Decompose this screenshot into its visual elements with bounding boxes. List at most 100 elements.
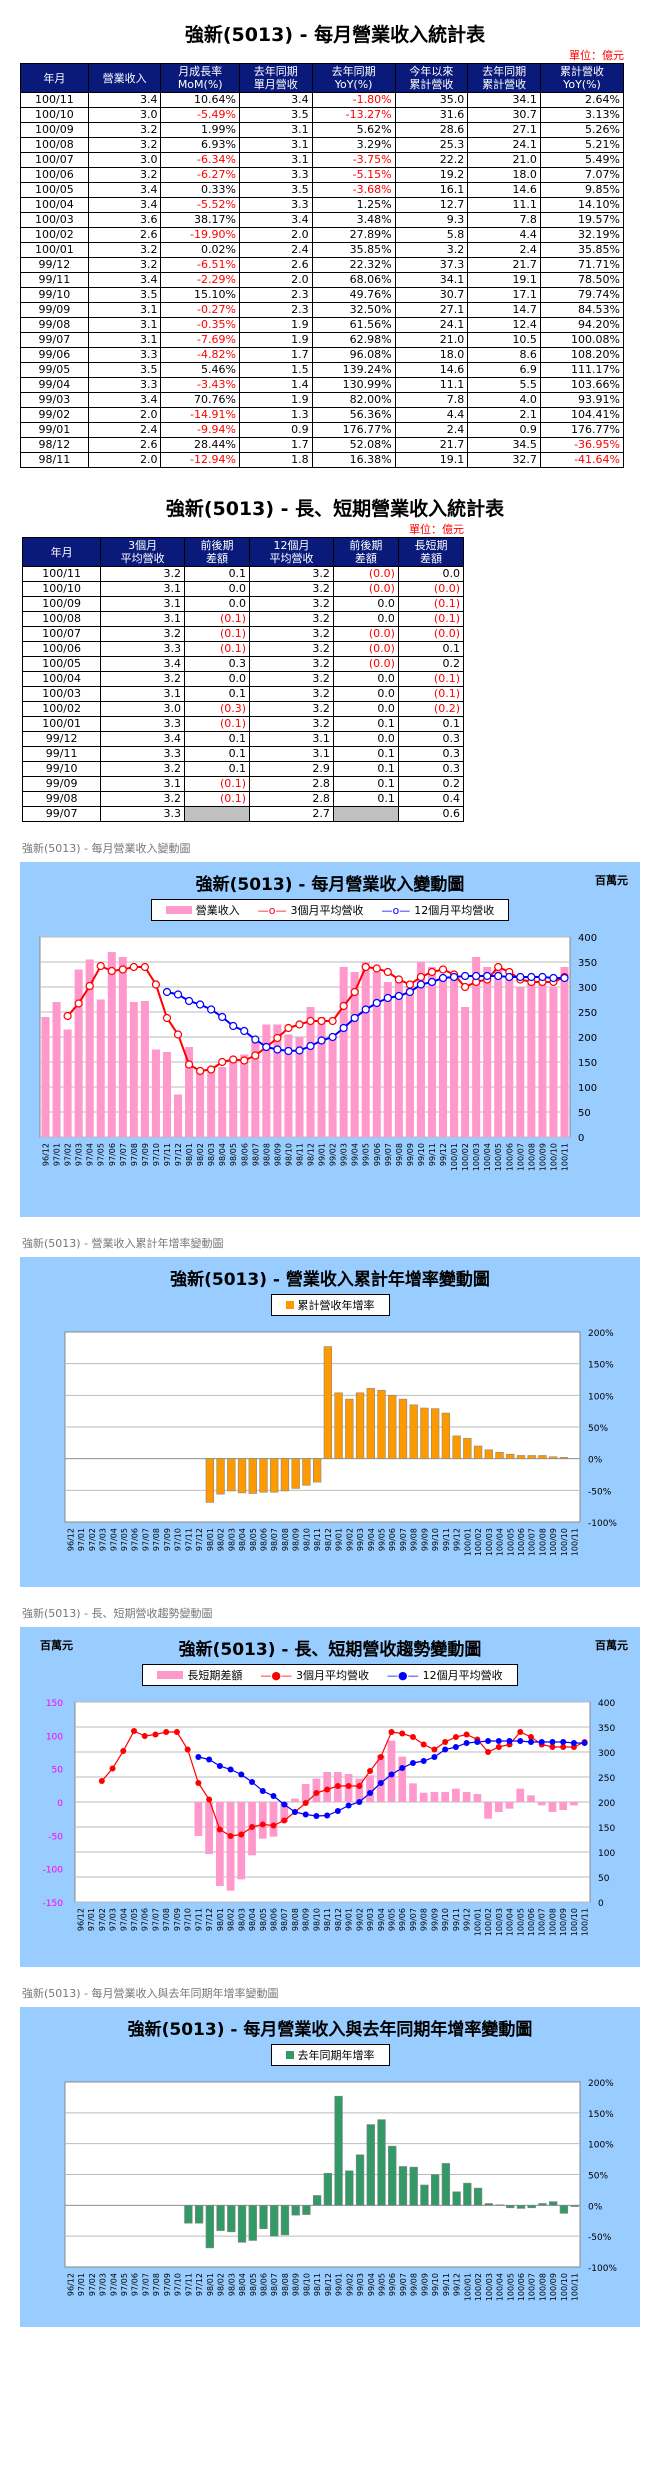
table-cell: 21.7	[394, 437, 469, 453]
svg-text:100%: 100%	[588, 2141, 614, 2151]
svg-text:250: 250	[598, 1774, 615, 1784]
table-cell: -3.75%	[311, 152, 396, 168]
table-cell: 0.0	[332, 671, 399, 687]
table-cell: 100/08	[20, 137, 89, 153]
table-cell: 99/12	[21, 731, 102, 747]
table-cell: 1.99%	[160, 122, 240, 138]
table-cell: 3.2	[100, 626, 186, 642]
table-cell: 99/04	[20, 377, 89, 393]
table-cell: 3.0	[100, 701, 186, 717]
chart3-legend: 長短期差額 —●— 3個月平均營收 —●— 12個月平均營收	[142, 1664, 518, 1686]
table-cell: 100/03	[20, 212, 89, 228]
svg-text:97/10: 97/10	[184, 1908, 193, 1931]
svg-text:99/01: 99/01	[335, 1528, 344, 1551]
table-row: 100/04 3.4 -5.52% 3.3 1.25% 12.7 11.1 14.10%	[20, 197, 625, 213]
table-cell: 3.3	[87, 347, 162, 363]
table-row: 99/08 3.2 (0.1) 2.8 0.1 0.4	[21, 791, 465, 807]
svg-text:98/12: 98/12	[334, 1908, 343, 1931]
red-line-marker-icon: —o—	[257, 903, 287, 917]
table-cell: 32.19%	[539, 227, 625, 243]
svg-text:100/04: 100/04	[506, 1908, 515, 1936]
table-cell: 2.9	[249, 761, 334, 777]
table-cell: 9.85%	[539, 182, 625, 198]
table-cell: 3.1	[87, 332, 162, 348]
table-cell: 5.62%	[311, 122, 396, 138]
table-cell: (0.0)	[397, 626, 465, 642]
table-cell: 16.38%	[311, 452, 396, 468]
svg-text:300: 300	[578, 983, 597, 994]
table-cell: (0.0)	[332, 656, 399, 672]
table-cell: 0.1	[184, 566, 251, 582]
svg-text:100/01: 100/01	[463, 1528, 472, 1556]
table-cell: 100/11	[21, 566, 102, 582]
table-cell: 0.0	[184, 581, 251, 597]
table-row: 100/02 2.6 -19.90% 2.0 27.89% 5.8 4.4 32.19%	[20, 227, 625, 243]
table-cell: 2.7	[249, 806, 334, 822]
table-cell: 32.50%	[311, 302, 396, 318]
table-cell: 0.4	[397, 791, 465, 807]
table-cell: 78.50%	[539, 272, 625, 288]
svg-text:97/06: 97/06	[131, 1528, 140, 1551]
svg-text:99/08: 99/08	[410, 2273, 419, 2296]
svg-text:98/12: 98/12	[324, 1528, 333, 1551]
table-cell: 139.24%	[311, 362, 396, 378]
table-cell: 10.5	[467, 332, 541, 348]
svg-text:97/06: 97/06	[141, 1908, 150, 1931]
svg-text:99/05: 99/05	[378, 2273, 387, 2296]
table-cell: 70.76%	[160, 392, 240, 408]
table-cell: (0.0)	[332, 566, 399, 582]
table-cell: 100/01	[20, 242, 89, 258]
table-cell: 3.13%	[539, 107, 625, 123]
svg-text:200: 200	[578, 1033, 597, 1044]
svg-text:100/03: 100/03	[495, 1908, 504, 1936]
bar-swatch-icon	[157, 1671, 184, 1679]
column-header: 12個月 平均營收	[249, 537, 334, 567]
svg-text:99/04: 99/04	[351, 1143, 360, 1166]
svg-text:97/01: 97/01	[77, 2273, 86, 2296]
table-cell: 3.29%	[311, 137, 396, 153]
svg-text:97/01: 97/01	[53, 1143, 62, 1166]
table-cell: 100/02	[21, 701, 102, 717]
table-cell: 3.2	[249, 656, 334, 672]
table-cell: (0.0)	[332, 626, 399, 642]
svg-text:99/01: 99/01	[335, 2273, 344, 2296]
long-short-trend-chart: 百萬元 百萬元 強新(5013) - 長、短期營收趨勢變動圖 長短期差額 —●—…	[20, 1627, 640, 1967]
column-header: 去年同期 YoY(%)	[311, 63, 396, 93]
table-cell: 1.7	[238, 437, 313, 453]
table-cell: 3.4	[87, 182, 162, 198]
table-row: 99/10 3.5 15.10% 2.3 49.76% 30.7 17.1 79.74%	[20, 287, 625, 303]
chart1-legend: 營業收入 —o— 3個月平均營收 —o— 12個月平均營收	[150, 899, 510, 921]
svg-text:99/11: 99/11	[428, 1143, 437, 1166]
svg-text:97/09: 97/09	[163, 1528, 172, 1551]
table-cell: 79.74%	[539, 287, 625, 303]
table-cell: -5.49%	[160, 107, 240, 123]
svg-text:97/02: 97/02	[98, 1908, 107, 1931]
table-row: 99/12 3.2 -6.51% 2.6 22.32% 37.3 21.7 71.71%	[20, 257, 625, 273]
table-cell: 3.4	[100, 731, 186, 747]
svg-text:-100: -100	[43, 1866, 64, 1876]
svg-text:98/03: 98/03	[227, 2273, 236, 2296]
svg-text:99/06: 99/06	[373, 1143, 382, 1166]
table-cell: 32.7	[467, 452, 541, 468]
table-cell: 100/03	[21, 686, 102, 702]
table-cell: 3.5	[238, 107, 313, 123]
svg-text:100/02: 100/02	[474, 2273, 483, 2301]
table-cell: 2.8	[249, 776, 334, 792]
table-cell: (0.1)	[397, 686, 465, 702]
svg-text:97/08: 97/08	[162, 1908, 171, 1931]
table-cell: (0.1)	[184, 791, 251, 807]
column-header: 月成長率 MoM(%)	[160, 63, 240, 93]
svg-text:200: 200	[598, 1799, 615, 1809]
table-row: 100/10 3.1 0.0 3.2 (0.0) (0.0)	[21, 581, 465, 597]
svg-text:99/10: 99/10	[441, 1908, 450, 1931]
chart3-unit-left: 百萬元	[40, 1639, 73, 1652]
svg-text:50%: 50%	[588, 1424, 608, 1434]
svg-text:100/09: 100/09	[549, 2273, 558, 2301]
table-cell: 3.48%	[311, 212, 396, 228]
table-cell: 0.1	[397, 641, 465, 657]
table-cell: (0.1)	[184, 776, 251, 792]
svg-text:98/08: 98/08	[262, 1143, 271, 1166]
svg-text:98/09: 98/09	[292, 2273, 301, 2296]
svg-text:97/11: 97/11	[184, 2273, 193, 2296]
table-cell: 0.3	[397, 761, 465, 777]
